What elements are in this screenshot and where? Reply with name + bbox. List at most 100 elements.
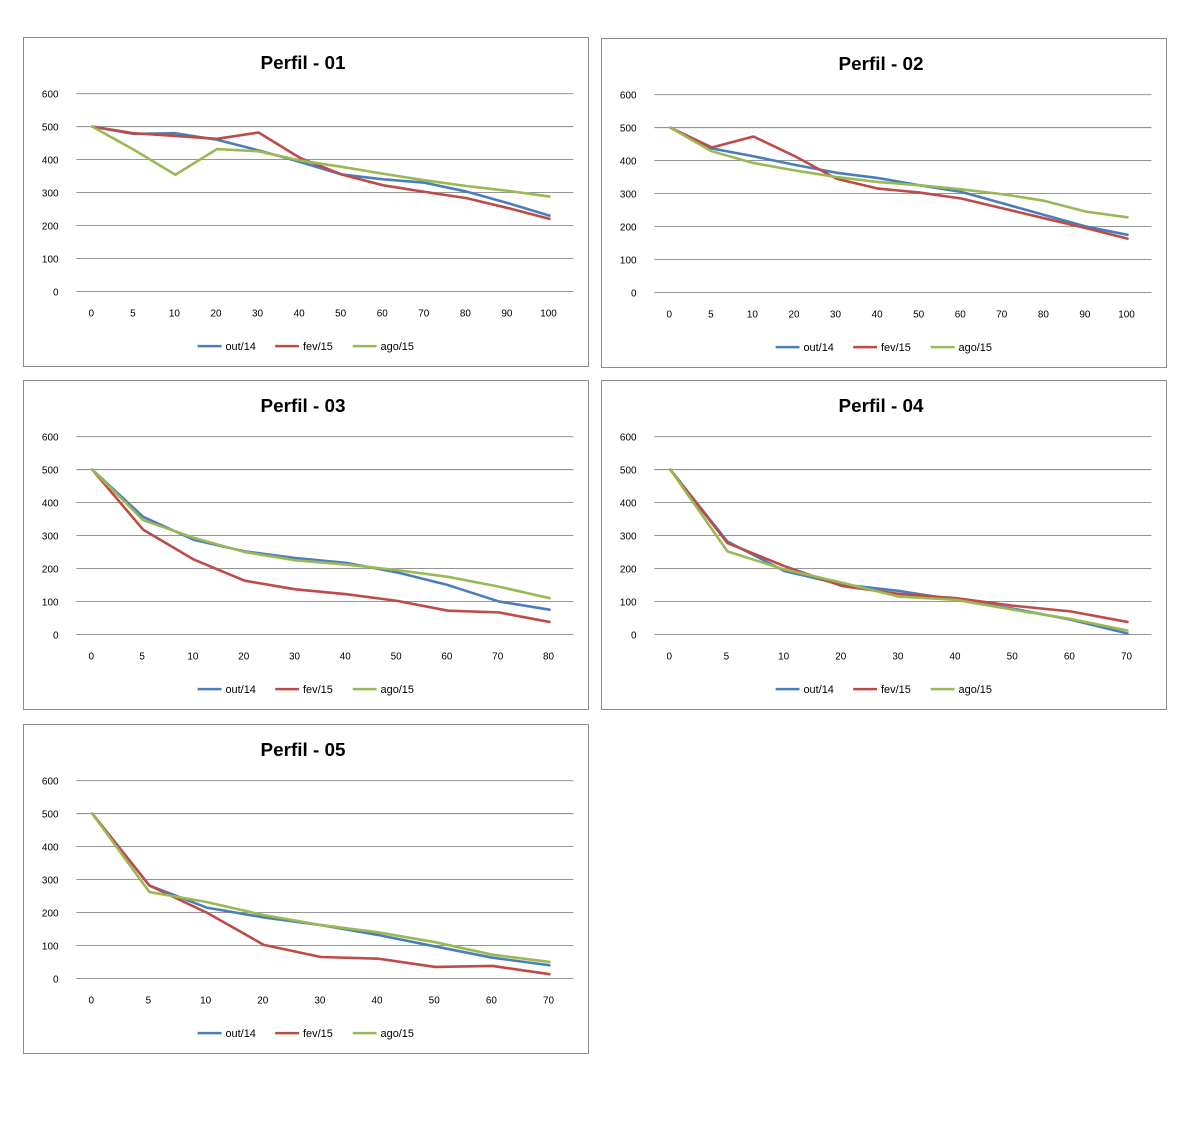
series-line-ago-15 bbox=[91, 125, 551, 198]
x-tick-label: 20 bbox=[788, 309, 800, 320]
y-tick-label: 400 bbox=[620, 157, 637, 168]
y-tick-label: 300 bbox=[42, 532, 59, 543]
y-tick-label: 100 bbox=[42, 597, 59, 608]
y-tick-label: 500 bbox=[42, 123, 59, 134]
x-tick-label: 60 bbox=[441, 651, 453, 662]
series-line-fev-15 bbox=[91, 468, 551, 624]
y-tick-label: 400 bbox=[620, 499, 637, 510]
y-tick-label: 0 bbox=[53, 287, 59, 298]
legend-label: out/14 bbox=[225, 341, 255, 353]
x-tick-label: 0 bbox=[89, 651, 95, 662]
legend-label: ago/15 bbox=[959, 684, 992, 696]
x-tick-label: 70 bbox=[996, 309, 1008, 320]
chart-panel-perfil-01: Perfil - 01 0 100 200 300 400 500 600 0 5 10 20 30 40… bbox=[23, 37, 589, 367]
y-tick-label: 0 bbox=[53, 974, 59, 985]
y-tick-label: 500 bbox=[42, 810, 59, 821]
x-tick-label: 50 bbox=[429, 995, 441, 1006]
legend-label: out/14 bbox=[803, 684, 833, 696]
x-tick-label: 20 bbox=[257, 995, 269, 1006]
x-tick-label: 5 bbox=[130, 308, 136, 319]
x-tick-label: 40 bbox=[950, 651, 962, 662]
x-tick-label: 90 bbox=[1079, 309, 1091, 320]
y-tick-label: 200 bbox=[42, 564, 59, 575]
chart-title: Perfil - 04 bbox=[839, 396, 924, 417]
y-tick-label: 600 bbox=[42, 777, 59, 788]
y-tick-label: 100 bbox=[620, 597, 637, 608]
y-tick-label: 200 bbox=[42, 908, 59, 919]
x-tick-label: 10 bbox=[200, 995, 212, 1006]
series-line-out-14 bbox=[91, 812, 551, 967]
legend-label: ago/15 bbox=[959, 342, 992, 354]
y-tick-label: 600 bbox=[42, 433, 59, 444]
x-tick-label: 30 bbox=[830, 309, 842, 320]
x-tick-label: 20 bbox=[835, 651, 847, 662]
series-line-out-14 bbox=[91, 125, 551, 217]
y-tick-label: 100 bbox=[42, 941, 59, 952]
legend-label: ago/15 bbox=[381, 684, 414, 696]
y-tick-label: 500 bbox=[42, 466, 59, 477]
y-tick-label: 300 bbox=[42, 189, 59, 200]
y-tick-label: 600 bbox=[620, 433, 637, 444]
x-tick-label: 5 bbox=[139, 651, 145, 662]
y-tick-label: 0 bbox=[53, 630, 59, 641]
series-line-ago-15 bbox=[669, 126, 1129, 219]
legend-label: fev/15 bbox=[303, 341, 333, 353]
x-tick-label: 70 bbox=[1121, 651, 1133, 662]
series-line-fev-15 bbox=[91, 125, 551, 221]
chart-svg: Perfil - 02 0 100 200 300 400 500 600 0 5 10 20 30 40… bbox=[620, 54, 1152, 354]
x-tick-label: 70 bbox=[418, 308, 430, 319]
chart-title: Perfil - 03 bbox=[261, 396, 346, 417]
chart-title: Perfil - 05 bbox=[261, 740, 346, 761]
x-tick-label: 60 bbox=[1064, 651, 1076, 662]
x-tick-label: 50 bbox=[335, 308, 347, 319]
x-tick-label: 80 bbox=[543, 651, 555, 662]
x-tick-label: 30 bbox=[892, 651, 904, 662]
x-tick-label: 60 bbox=[486, 995, 498, 1006]
x-tick-label: 10 bbox=[187, 651, 199, 662]
x-tick-label: 0 bbox=[89, 995, 95, 1006]
x-tick-label: 30 bbox=[252, 308, 264, 319]
x-tick-label: 40 bbox=[872, 309, 884, 320]
x-tick-label: 40 bbox=[340, 651, 352, 662]
x-tick-label: 90 bbox=[501, 308, 513, 319]
chart-svg: Perfil - 03 0 100 200 300 400 500 600 0 5 10 20 30 40… bbox=[42, 396, 574, 696]
legend-label: out/14 bbox=[225, 684, 255, 696]
x-tick-label: 60 bbox=[955, 309, 967, 320]
series-line-ago-15 bbox=[669, 468, 1129, 632]
y-tick-label: 300 bbox=[620, 532, 637, 543]
x-tick-label: 5 bbox=[146, 995, 152, 1006]
legend-label: out/14 bbox=[803, 342, 833, 354]
x-tick-label: 70 bbox=[492, 651, 504, 662]
y-tick-label: 100 bbox=[620, 255, 637, 266]
x-tick-label: 80 bbox=[460, 308, 472, 319]
series-line-out-14 bbox=[669, 468, 1129, 635]
y-tick-label: 500 bbox=[620, 466, 637, 477]
x-tick-label: 30 bbox=[314, 995, 326, 1006]
chart-title: Perfil - 01 bbox=[261, 53, 346, 74]
y-tick-label: 200 bbox=[620, 564, 637, 575]
y-tick-label: 400 bbox=[42, 499, 59, 510]
x-tick-label: 0 bbox=[667, 651, 673, 662]
chart-panel-perfil-04: Perfil - 04 0 100 200 300 400 500 600 0 5 10 20 30 40… bbox=[601, 380, 1167, 710]
y-tick-label: 0 bbox=[631, 288, 637, 299]
x-tick-label: 10 bbox=[747, 309, 759, 320]
series-line-ago-15 bbox=[91, 812, 551, 964]
x-tick-label: 70 bbox=[543, 995, 555, 1006]
y-tick-label: 100 bbox=[42, 254, 59, 265]
chart-panel-perfil-02: Perfil - 02 0 100 200 300 400 500 600 0 5 10 20 30 40… bbox=[601, 38, 1167, 368]
series-line-ago-15 bbox=[91, 468, 551, 600]
y-tick-label: 400 bbox=[42, 843, 59, 854]
chart-title: Perfil - 02 bbox=[839, 54, 924, 75]
chart-svg: Perfil - 04 0 100 200 300 400 500 600 0 5 10 20 30 40… bbox=[620, 396, 1152, 696]
chart-svg: Perfil - 05 0 100 200 300 400 500 600 0 5 10 20 30 40… bbox=[42, 740, 574, 1040]
y-tick-label: 600 bbox=[620, 91, 637, 102]
x-tick-label: 50 bbox=[1007, 651, 1019, 662]
y-tick-label: 600 bbox=[42, 90, 59, 101]
y-tick-label: 300 bbox=[620, 190, 637, 201]
x-tick-label: 40 bbox=[372, 995, 384, 1006]
chart-panel-perfil-05: Perfil - 05 0 100 200 300 400 500 600 0 5 10 20 30 40… bbox=[23, 724, 589, 1054]
x-tick-label: 60 bbox=[377, 308, 389, 319]
chart-svg: Perfil - 01 0 100 200 300 400 500 600 0 5 10 20 30 40… bbox=[42, 53, 574, 353]
legend-label: out/14 bbox=[225, 1028, 255, 1040]
x-tick-label: 50 bbox=[391, 651, 403, 662]
